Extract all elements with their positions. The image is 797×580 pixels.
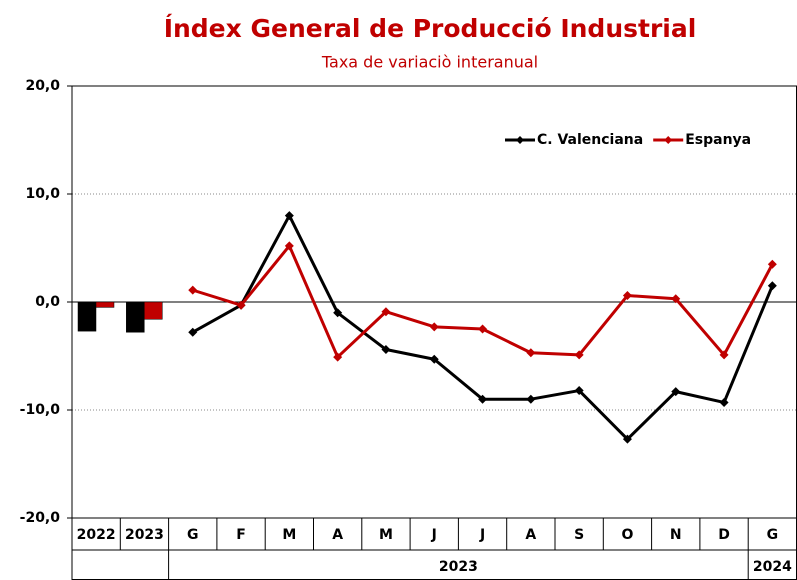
x-tick-label: G <box>767 527 779 543</box>
x-group-label: 2023 <box>439 559 478 575</box>
x-group-label: 2024 <box>753 559 792 575</box>
x-tick-label: M <box>282 527 296 543</box>
x-tick-label: 2022 <box>77 527 116 543</box>
marker <box>188 327 198 337</box>
marker <box>671 387 681 397</box>
marker <box>381 307 391 317</box>
marker <box>478 394 488 404</box>
marker <box>671 294 681 304</box>
marker <box>574 350 584 360</box>
y-tick-label: -20,0 <box>20 510 61 526</box>
marker <box>719 397 729 407</box>
marker <box>429 354 439 364</box>
bar <box>95 301 115 308</box>
bar <box>77 301 97 332</box>
marker <box>236 300 246 310</box>
chart-subtitle: Taxa de variaciò interanual <box>321 53 538 72</box>
x-tick-label: F <box>236 527 246 543</box>
legend-marker <box>516 136 524 144</box>
x-tick-label: A <box>525 527 536 543</box>
marker <box>429 322 439 332</box>
series-line <box>192 244 774 359</box>
marker <box>381 345 391 355</box>
chart-title: Índex General de Producció Industrial <box>164 14 697 43</box>
marker <box>284 211 294 221</box>
marker <box>188 285 198 295</box>
bar <box>126 301 145 333</box>
marker <box>526 348 536 358</box>
x-tick-label: G <box>187 527 199 543</box>
marker <box>526 394 536 404</box>
marker <box>622 291 632 301</box>
marker <box>767 281 777 291</box>
marker <box>284 241 294 251</box>
marker <box>767 259 777 269</box>
x-tick-label: J <box>479 527 485 543</box>
y-tick-label: 0,0 <box>35 294 60 310</box>
marker <box>333 352 343 362</box>
marker <box>574 386 584 396</box>
bar <box>144 301 163 320</box>
x-tick-label: J <box>431 527 437 543</box>
legend-label: Espanya <box>685 132 751 148</box>
x-tick-label: N <box>670 527 682 543</box>
marker <box>719 350 729 360</box>
marker <box>333 308 343 318</box>
x-tick-label: O <box>621 527 633 543</box>
x-tick-label: A <box>332 527 343 543</box>
x-tick-label: M <box>379 527 393 543</box>
y-tick-label: 20,0 <box>25 78 60 94</box>
x-tick-label: S <box>574 527 584 543</box>
marker <box>622 434 632 444</box>
y-tick-label: 10,0 <box>25 186 60 202</box>
marker <box>478 324 488 334</box>
x-tick-label: 2023 <box>125 527 164 543</box>
x-tick-label: D <box>718 527 730 543</box>
legend-marker <box>664 136 673 144</box>
legend-label: C. Valenciana <box>537 132 643 148</box>
y-tick-label: -10,0 <box>20 402 61 418</box>
